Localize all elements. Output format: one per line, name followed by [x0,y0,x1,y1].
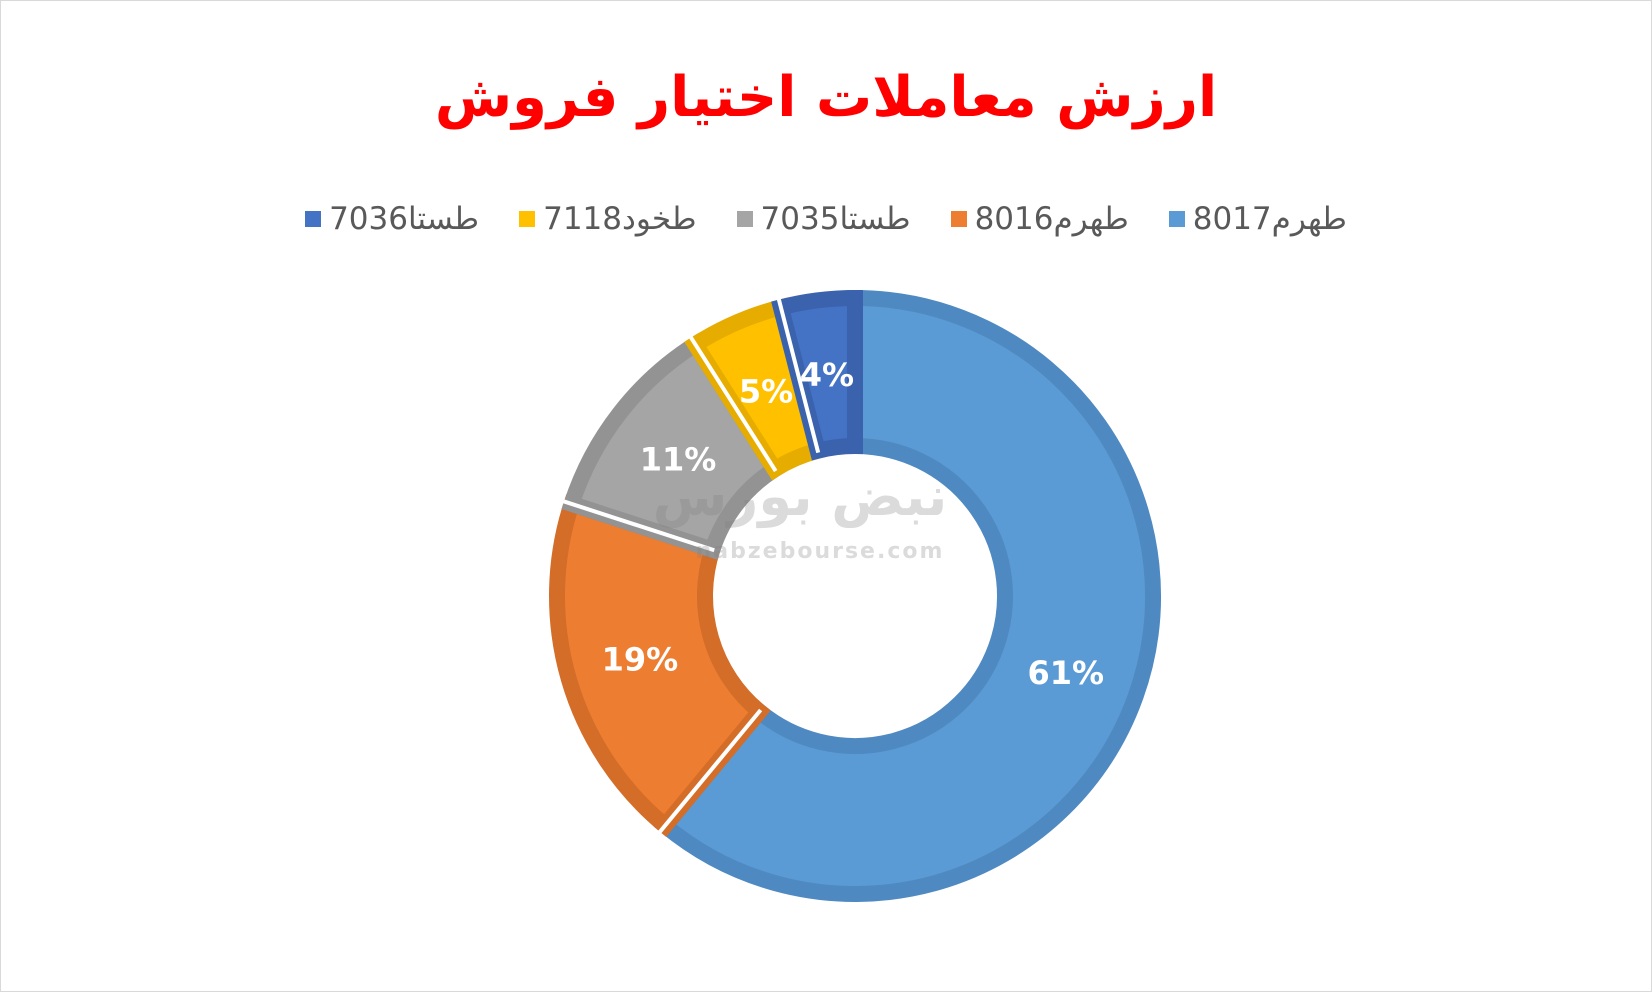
legend-item: طهرم8016 [950,201,1129,237]
legend-swatch [950,211,967,227]
watermark: نبض بورس nabzebourse.com [653,465,948,564]
donut-slice [653,289,1161,902]
slice-separator [688,334,778,473]
watermark-url: nabzebourse.com [696,539,945,564]
legend-label: طستا7035 [760,201,911,237]
donut-slice [771,289,863,461]
legend-item: طخود7118 [519,201,697,237]
slice-separator [657,708,763,835]
slice-separator [561,498,715,553]
chart-title: ارزش معاملات اختیار فروش [434,65,1218,130]
legend-label: طستا7036 [329,201,480,237]
data-label: 5% [739,372,793,410]
donut-slice [549,493,771,837]
watermark-logo: نبض بورس [653,465,948,529]
legend-swatch [1168,211,1185,227]
data-label: 4% [800,356,854,394]
slice-separator [776,297,821,454]
legend-item: طستا7035 [736,201,911,237]
data-label: 61% [1027,654,1104,692]
chart-legend: طستا7036 طخود7118 طستا7035 طهرم8016 طهرم8017 [0,194,1652,244]
legend-swatch [519,211,536,227]
legend-item: طستا7036 [305,201,479,237]
legend-label: طهرم8017 [1192,201,1347,237]
legend-swatch [736,211,753,227]
legend-label: طهرم8016 [974,201,1129,237]
legend-swatch [305,211,322,227]
legend-item: طهرم8017 [1168,201,1347,237]
legend-label: طخود7118 [543,201,697,237]
data-label: 11% [640,441,717,479]
data-label: 19% [602,640,679,678]
